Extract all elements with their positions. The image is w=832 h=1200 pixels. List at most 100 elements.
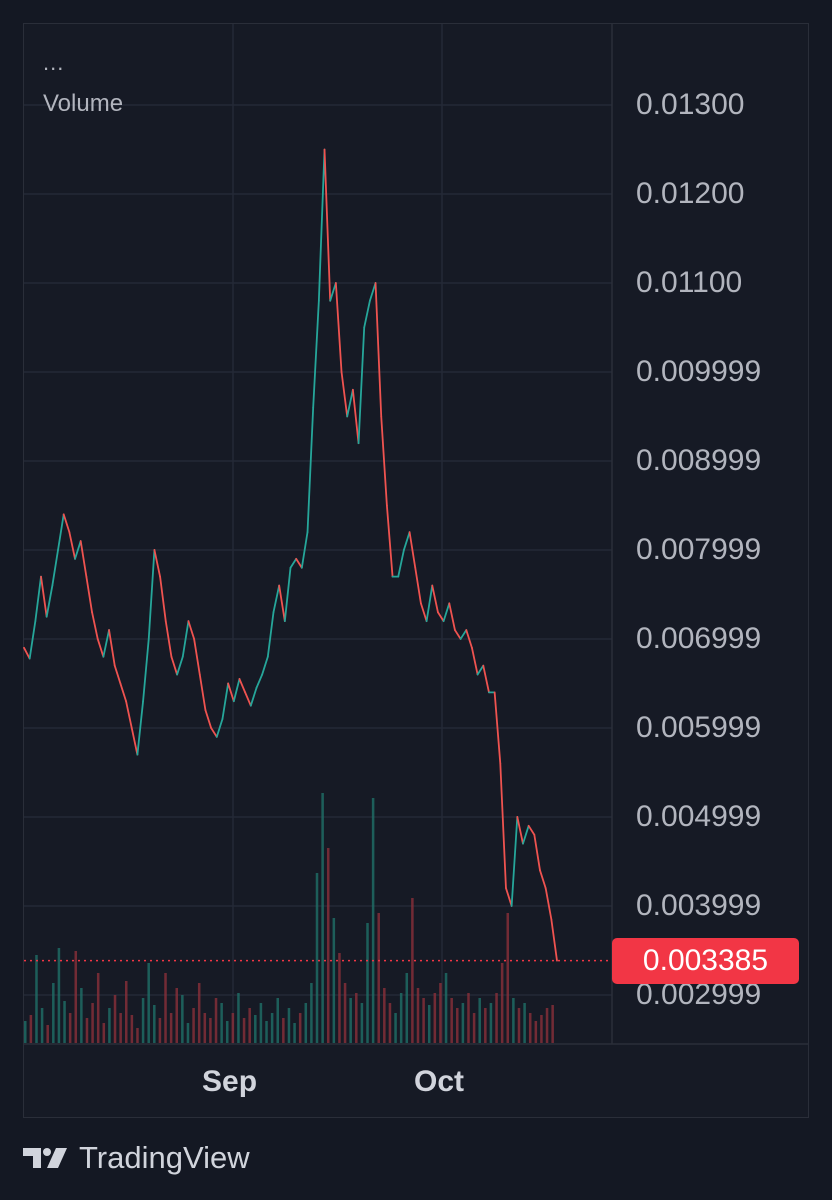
volume-bar bbox=[136, 1028, 139, 1043]
volume-bar bbox=[523, 1003, 526, 1043]
price-segment bbox=[125, 700, 133, 729]
volume-bar bbox=[225, 1021, 229, 1043]
price-segment bbox=[505, 887, 513, 907]
volume-bar bbox=[35, 955, 38, 1043]
price-segment bbox=[244, 691, 252, 707]
volume-bar bbox=[450, 998, 453, 1043]
price-segment bbox=[334, 282, 343, 373]
volume-bar bbox=[242, 1018, 246, 1043]
volume-bar bbox=[321, 793, 324, 1043]
volume-bar bbox=[74, 951, 78, 1043]
price-segment bbox=[40, 575, 48, 618]
price-segment bbox=[351, 388, 360, 445]
tradingview-logo[interactable]: TradingView bbox=[23, 1140, 250, 1176]
volume-bar bbox=[63, 1001, 66, 1043]
volume-bar bbox=[416, 988, 420, 1043]
volume-bar bbox=[489, 1003, 493, 1043]
volume-bar bbox=[495, 993, 498, 1043]
price-segment bbox=[306, 406, 315, 534]
x-tick-label: Oct bbox=[414, 1065, 465, 1098]
volume-bar bbox=[40, 1008, 44, 1043]
volume-bar bbox=[147, 963, 150, 1043]
price-segment bbox=[108, 629, 116, 667]
volume-bar bbox=[478, 998, 481, 1043]
volume-bar bbox=[349, 998, 352, 1043]
volume-indicator-label[interactable]: Volume bbox=[43, 90, 124, 117]
volume-bar bbox=[52, 983, 55, 1043]
volume-bar bbox=[338, 953, 341, 1043]
volume-bar bbox=[175, 988, 179, 1043]
price-segment bbox=[91, 611, 99, 640]
price-segment bbox=[550, 918, 558, 962]
price-segment bbox=[283, 566, 292, 623]
volume-bar bbox=[456, 1008, 459, 1043]
volume-bar bbox=[214, 998, 218, 1043]
volume-bar bbox=[102, 1023, 106, 1043]
price-segment bbox=[522, 824, 530, 845]
price-segment bbox=[176, 655, 184, 676]
x-tick-label: Sep bbox=[202, 1065, 258, 1098]
price-segment bbox=[170, 655, 178, 676]
volume-bar bbox=[237, 993, 240, 1043]
volume-bar bbox=[411, 898, 414, 1043]
volume-bar bbox=[108, 1008, 111, 1043]
y-tick-label: 0.005999 bbox=[636, 711, 762, 745]
volume-bar bbox=[220, 1003, 223, 1043]
volume-bar bbox=[512, 998, 515, 1043]
volume-bar bbox=[192, 1008, 195, 1043]
volume-bar bbox=[254, 1015, 257, 1043]
volume-bar bbox=[528, 1013, 532, 1043]
volume-bar bbox=[310, 983, 313, 1043]
price-segment bbox=[346, 388, 354, 418]
volume-bar bbox=[360, 1003, 364, 1043]
price-segment bbox=[420, 602, 428, 623]
price-segment bbox=[232, 678, 241, 703]
price-segment bbox=[62, 513, 71, 534]
volume-bar bbox=[29, 1015, 33, 1043]
volume-bar bbox=[130, 1015, 134, 1043]
price-segment bbox=[28, 620, 37, 660]
price-segment bbox=[408, 531, 417, 569]
price-segment bbox=[142, 638, 150, 703]
price-segment bbox=[533, 833, 541, 872]
price-segment bbox=[187, 620, 196, 640]
volume-bar bbox=[545, 1008, 549, 1043]
y-tick-label: 0.006999 bbox=[636, 622, 762, 656]
price-segment bbox=[317, 148, 326, 302]
price-segment bbox=[215, 718, 224, 738]
price-segment bbox=[181, 620, 190, 658]
volume-bar bbox=[506, 913, 510, 1043]
volume-bar bbox=[141, 998, 145, 1043]
price-segment bbox=[403, 531, 411, 551]
volume-bar bbox=[113, 995, 117, 1043]
price-segment bbox=[164, 620, 173, 658]
price-segment bbox=[79, 540, 88, 578]
price-segment bbox=[476, 664, 485, 676]
price-segment bbox=[368, 282, 377, 302]
indicator-menu-icon[interactable]: ... bbox=[43, 50, 65, 75]
price-segment bbox=[227, 682, 235, 703]
volume-bar bbox=[371, 798, 375, 1043]
y-tick-label: 0.003999 bbox=[636, 889, 762, 922]
tradingview-icon bbox=[23, 1148, 67, 1168]
volume-bar bbox=[276, 998, 279, 1043]
volume-bar bbox=[24, 1021, 27, 1043]
price-segment bbox=[323, 148, 332, 302]
volume-bar bbox=[355, 993, 358, 1043]
y-tick-label: 0.01100 bbox=[636, 265, 743, 299]
price-segment bbox=[272, 584, 281, 614]
price-segment bbox=[57, 513, 65, 551]
price-segment bbox=[437, 611, 445, 623]
price-segment bbox=[238, 678, 247, 694]
price-segment bbox=[45, 584, 54, 618]
price-segment bbox=[147, 549, 156, 640]
price-segment bbox=[414, 566, 422, 605]
volume-bar bbox=[534, 1021, 538, 1043]
price-segment bbox=[159, 575, 167, 623]
price-segment bbox=[374, 282, 383, 418]
price-segment bbox=[454, 629, 462, 640]
volume-bar bbox=[433, 993, 437, 1043]
price-segment bbox=[380, 415, 388, 507]
volume-bar bbox=[298, 1013, 302, 1043]
